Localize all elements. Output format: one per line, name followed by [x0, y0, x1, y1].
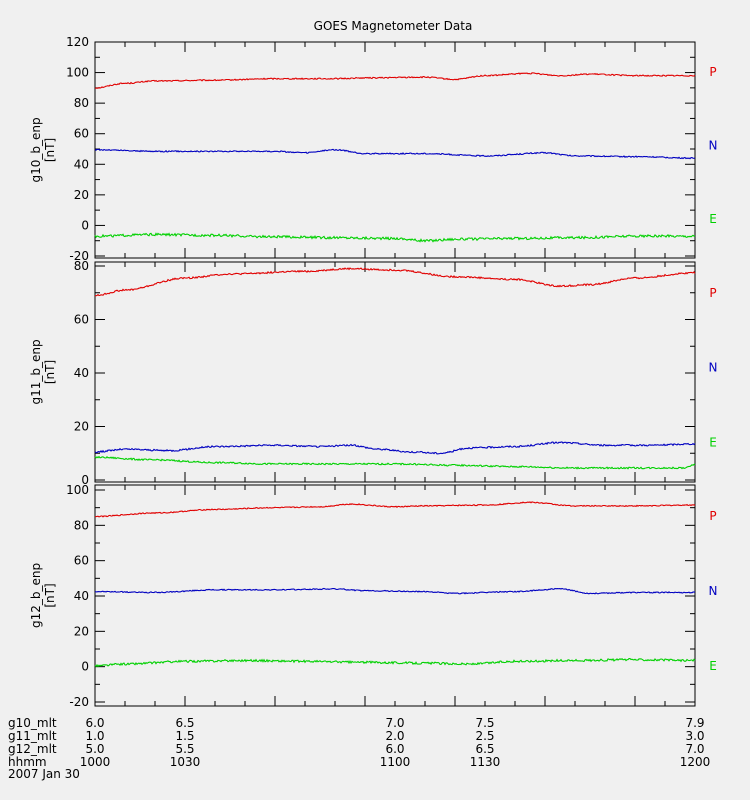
y-tick-label: -20: [69, 249, 89, 263]
series-label-e: E: [709, 212, 717, 226]
y-tick-label: 80: [74, 518, 89, 532]
series-line-p: [94, 267, 696, 297]
footer-row-value: 2.0: [385, 729, 404, 743]
footer-row-value: 5.5: [175, 742, 194, 756]
y-axis-unit: [nT]: [43, 583, 57, 607]
footer-row-value: 7.5: [475, 716, 494, 730]
footer-row-value: 1200: [680, 755, 711, 769]
series-label-p: P: [709, 509, 716, 523]
footer-row-value: 2.5: [475, 729, 494, 743]
footer-row-value: 6.0: [385, 742, 404, 756]
panel-3: -20 0 20 40 60 80 100 g12_b_enp [nT] P N E: [29, 483, 717, 709]
y-tick-label: 60: [74, 554, 89, 568]
series-label-p: P: [709, 286, 716, 300]
panel-2: 0 20 40 60 80 g11_b_enp [nT] P N E: [29, 259, 717, 487]
series-line-e: [94, 232, 696, 243]
date-label: 2007 Jan 30: [8, 767, 80, 781]
footer-row-value: 7.0: [385, 716, 404, 730]
series-line-n: [94, 587, 695, 595]
y-tick-label: 0: [81, 218, 89, 232]
y-tick-label: 40: [74, 157, 89, 171]
series-label-e: E: [709, 435, 717, 449]
footer-row-value: 6.5: [175, 716, 194, 730]
y-axis-unit: [nT]: [43, 360, 57, 384]
y-tick-label: 80: [74, 259, 89, 273]
series-label-e: E: [709, 659, 717, 673]
y-axis-unit: [nT]: [43, 138, 57, 162]
chart-title: GOES Magnetometer Data: [314, 19, 473, 33]
footer-row-value: 1100: [380, 755, 411, 769]
footer-row-name: g10_mlt: [8, 716, 57, 730]
y-tick-label: 100: [66, 66, 89, 80]
series-line-p: [94, 72, 696, 89]
y-tick-label: -20: [69, 695, 89, 709]
series-line-n: [94, 148, 696, 160]
footer-row-value: 1000: [80, 755, 111, 769]
footer-row-value: 7.9: [685, 716, 704, 730]
series-label-n: N: [709, 361, 718, 375]
series-label-p: P: [709, 65, 716, 79]
series-label-n: N: [709, 139, 718, 153]
y-tick-label: 20: [74, 188, 89, 202]
footer-row-value: 5.0: [85, 742, 104, 756]
y-axis-label: g12_b_enp: [29, 563, 43, 628]
y-axis-label: g10_b_enp: [29, 117, 43, 182]
y-axis-label: g11_b_enp: [29, 339, 43, 404]
panel-1: -20 0 20 40 60 80 100 120 g10_b_enp [nT] P N E: [29, 35, 717, 263]
y-tick-label: 40: [74, 366, 89, 380]
footer-row-name: g12_mlt: [8, 742, 57, 756]
y-tick-label: 20: [74, 420, 89, 434]
series-line-e: [94, 657, 696, 668]
footer-row-value: 3.0: [685, 729, 704, 743]
footer-row-value: 7.0: [685, 742, 704, 756]
y-tick-label: 100: [66, 483, 89, 497]
series-line-n: [94, 441, 696, 455]
y-tick-label: 40: [74, 589, 89, 603]
footer-row-value: 1030: [170, 755, 201, 769]
y-tick-label: 0: [81, 473, 89, 487]
y-tick-label: 20: [74, 624, 89, 638]
panel-frame: [94, 484, 696, 707]
footer-row-value: 1.0: [85, 729, 104, 743]
y-tick-label: 0: [81, 660, 89, 674]
y-tick-label: 80: [74, 96, 89, 110]
footer-row-value: 6.0: [85, 716, 104, 730]
footer-row-value: 1.5: [175, 729, 194, 743]
footer-row-value: 6.5: [475, 742, 494, 756]
series-label-n: N: [709, 584, 718, 598]
footer-row-name: g11_mlt: [8, 729, 57, 743]
y-tick-label: 60: [74, 313, 89, 327]
series-line-e: [94, 455, 696, 470]
series-line-p: [94, 501, 696, 518]
y-tick-label: 60: [74, 127, 89, 141]
y-tick-label: 120: [66, 35, 89, 49]
footer-row-value: 1130: [470, 755, 501, 769]
footer-row-name: hhmm: [8, 755, 47, 769]
